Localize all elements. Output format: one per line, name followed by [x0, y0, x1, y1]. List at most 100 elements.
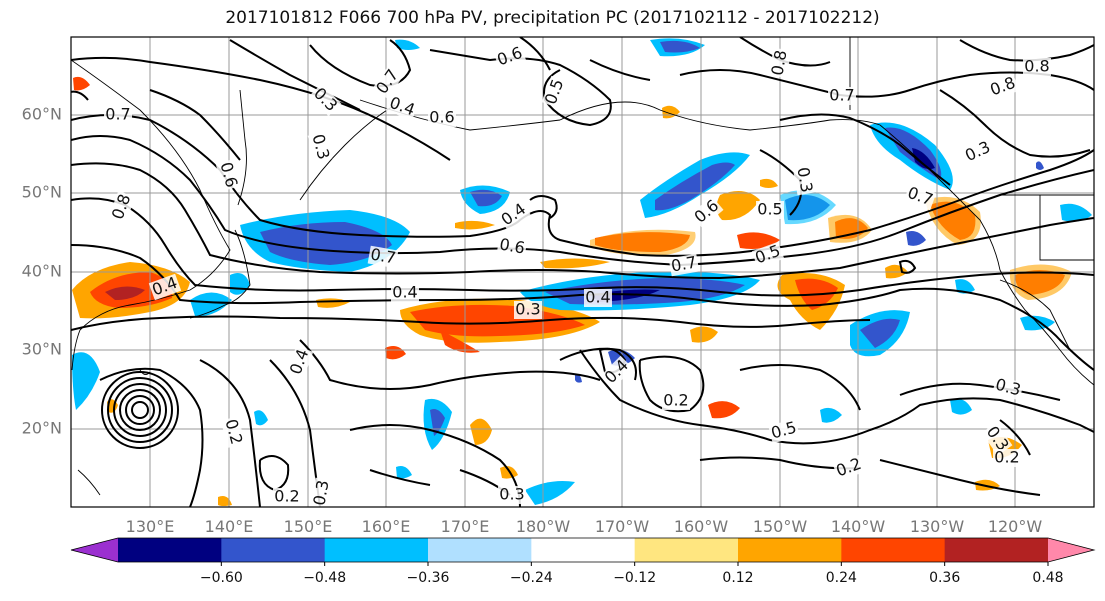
contour-label: 0.6: [428, 108, 456, 127]
contour-label-background: [992, 375, 1024, 401]
lat-label: 60°N: [22, 105, 62, 124]
contour-label: 0.3: [309, 477, 334, 507]
contour-label-background: [497, 199, 531, 231]
lon-label: 130°W: [910, 517, 965, 536]
contour-label-background: [273, 488, 301, 506]
contour-label: 0.8: [767, 47, 792, 79]
contour-label: 0.7: [668, 252, 700, 277]
lon-label: 160°E: [362, 517, 411, 536]
contour-label-background: [981, 422, 1013, 456]
contour-label-background: [541, 75, 569, 109]
colorbar-segment: [324, 538, 429, 562]
contour-label-text: 0.7: [369, 244, 397, 267]
contour-label-text: 0.2: [663, 391, 688, 410]
colorbar-tick-label: −0.60: [200, 570, 243, 586]
contour-label-background: [428, 109, 456, 127]
contour-label-background: [493, 43, 527, 71]
lon-label: 140°E: [205, 517, 254, 536]
coastlines: [71, 37, 1094, 496]
contour-label-background: [993, 449, 1021, 467]
contour-label-background: [792, 164, 816, 196]
contour-label-background: [1023, 58, 1051, 76]
contour-label-background: [768, 47, 792, 79]
contour-label-text: 0.8: [1024, 57, 1049, 76]
latitude-labels: 60°N 50°N 40°N 30°N 20°N: [22, 105, 62, 438]
contour-label-text: 0.2: [274, 487, 299, 506]
contour-label-background: [308, 83, 342, 117]
contour-label: 0.4: [584, 288, 612, 307]
contour-label-background: [668, 253, 700, 277]
colorbar-segment: [221, 538, 326, 562]
contour-label: 0.3: [514, 300, 542, 319]
contour-label: 0.8: [1023, 57, 1051, 76]
contour-label-background: [961, 137, 995, 167]
contour-label-text: 0.4: [392, 283, 417, 302]
lon-label: 160°W: [674, 517, 729, 536]
colorbar-tick-label: 0.48: [1032, 570, 1063, 586]
pv-contours: [71, 37, 1094, 507]
colorbar-segment: [944, 538, 1049, 562]
colorbar-tick-label: 0.12: [722, 570, 753, 586]
colorbar-segment: [634, 538, 739, 562]
map-frame: [70, 36, 1095, 508]
contour-label-background: [310, 477, 334, 507]
colorbar-segment: [841, 538, 946, 562]
contour-label-background: [372, 65, 404, 99]
contour-label: 0.4: [391, 283, 419, 302]
contour-label-background: [220, 416, 246, 448]
contour-label-text: 0.2: [994, 448, 1019, 467]
lon-label: 130°E: [126, 517, 175, 536]
contour-label-background: [498, 486, 526, 504]
contour-label: 0.7: [828, 86, 856, 105]
lon-label: 170°E: [441, 517, 490, 536]
contour-label-text: 0.7: [670, 252, 698, 275]
contour-label-text: 0.7: [829, 86, 854, 105]
lon-label: 170°W: [595, 517, 650, 536]
colorbar-tick-label: −0.36: [407, 570, 450, 586]
contour-label-background: [756, 201, 784, 219]
contour-label-background: [903, 183, 937, 211]
contour-label-text: 0.3: [499, 485, 524, 504]
colorbar-outline: [70, 537, 1096, 563]
lon-label: 150°E: [284, 517, 333, 536]
contour-label-background: [584, 289, 612, 307]
contour-label-background: [367, 245, 399, 269]
contour-label-background: [828, 87, 856, 105]
precipitation-shading: [72, 38, 1092, 506]
contour-label-text: 0.6: [429, 108, 454, 127]
contour-label: 0.5: [756, 200, 784, 219]
contour-label-background: [286, 345, 314, 379]
colorbar-segment: [738, 538, 842, 562]
contour-label-background: [148, 273, 182, 301]
lat-label: 50°N: [22, 183, 62, 202]
contour-label-background: [768, 418, 800, 444]
contour-label: 0.7: [104, 105, 132, 124]
lon-label: 120°W: [988, 517, 1043, 536]
lon-label: 180°W: [516, 517, 571, 536]
lat-label: 30°N: [22, 340, 62, 359]
contour-label-background: [391, 284, 419, 302]
contour-label-background: [986, 73, 1020, 101]
contour-label-text: 0.4: [585, 288, 610, 307]
contour-label-text: 0.3: [515, 300, 540, 319]
contour-label-background: [662, 392, 690, 410]
colorbar-segment: [428, 538, 532, 562]
contour-label-text: 0.8: [767, 49, 790, 77]
colorbar: −0.60 −0.48 −0.36 −0.24 −0.12 0.12 0.24 0.36 0.4…: [70, 537, 1096, 586]
colorbar-extend-high: [1048, 538, 1094, 562]
map-area: 0.60.70.3 0.50.70.30.60.80.40.60.70.40.30…: [71, 37, 1094, 507]
colorbar-tick-label: −0.12: [613, 570, 656, 586]
contour-label: 0.6: [496, 234, 528, 259]
contour-label: 0.2: [273, 487, 301, 506]
lon-label: 150°W: [753, 517, 808, 536]
contour-label-text: 0.5: [757, 200, 782, 219]
contour-label-background: [496, 235, 528, 259]
map-title: 2017101812 F066 700 hPa PV, precipitatio…: [225, 8, 880, 28]
colorbar-tick-label: −0.24: [510, 570, 553, 586]
contour-label: 0.8: [108, 190, 136, 224]
colorbar-tick-label: 0.24: [826, 570, 857, 586]
lon-label: 140°W: [831, 517, 886, 536]
contour-label-background: [215, 159, 241, 191]
contour-label-text: 0.7: [105, 105, 130, 124]
